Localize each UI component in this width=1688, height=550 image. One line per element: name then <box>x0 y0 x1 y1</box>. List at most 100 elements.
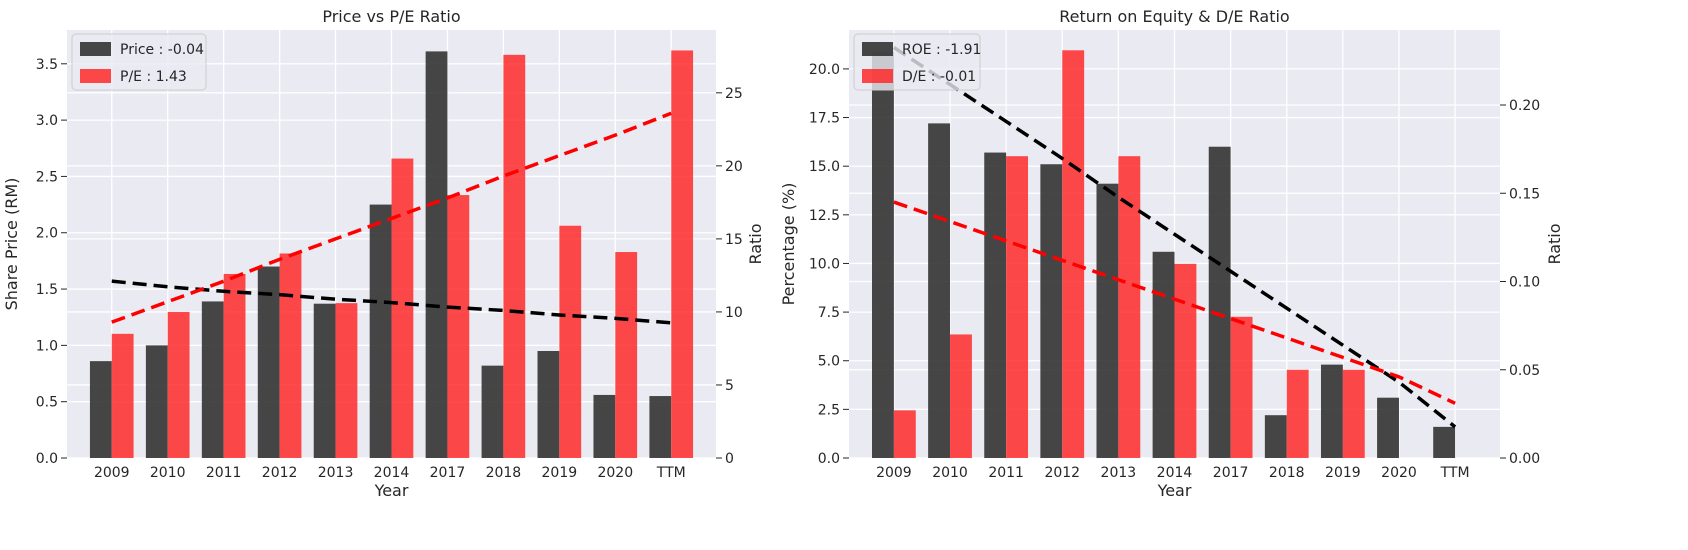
ytick-label: 7.5 <box>818 305 840 321</box>
trendline-de <box>893 200 1456 405</box>
ytick-label: 3.0 <box>36 113 58 129</box>
bar-pe-2012 <box>279 253 302 458</box>
y-axis-label: Share Price (RM) <box>2 178 21 311</box>
bar-roe-2010 <box>928 123 951 458</box>
bar-price-TTM <box>649 396 672 458</box>
xtick-label: 2010 <box>932 465 968 481</box>
bar-de-2017 <box>1230 316 1253 458</box>
trendline-roe <box>892 46 1457 429</box>
y-axis-label: Percentage (%) <box>779 183 798 306</box>
bar-price-2009 <box>89 361 112 458</box>
ytick-label: 2.0 <box>36 226 58 242</box>
legend-swatch <box>80 42 111 56</box>
ytick-label: 20.0 <box>809 62 840 78</box>
bar-pe-2011 <box>223 273 246 458</box>
xtick-label: 2018 <box>1269 465 1305 481</box>
bar-pe-2019 <box>559 225 582 458</box>
legend-swatch <box>862 42 893 56</box>
bar-pe-2017 <box>447 195 470 458</box>
bar-pe-2009 <box>111 333 134 458</box>
legend-label: P/E : 1.43 <box>120 69 187 85</box>
legend-swatch <box>862 69 893 83</box>
bar-de-2011 <box>1006 156 1029 458</box>
y2-axis-label: Ratio <box>1545 223 1564 264</box>
xtick-label: 2013 <box>1101 465 1137 481</box>
y2tick-label: 0.15 <box>1509 186 1540 202</box>
ytick-label: 1.0 <box>36 338 58 354</box>
bar-de-2010 <box>950 334 972 458</box>
y2-axis-label: Ratio <box>746 223 765 264</box>
ytick-label: 12.5 <box>809 208 840 224</box>
chart-title: Return on Equity & D/E Ratio <box>1059 7 1289 26</box>
ytick-label: 15.0 <box>809 159 840 175</box>
bar-roe-2012 <box>1040 164 1063 458</box>
bar-roe-TTM <box>1433 426 1456 458</box>
ytick-label: 0.5 <box>36 395 58 411</box>
trendline-price <box>111 279 672 325</box>
bar-pe-2014 <box>391 158 414 458</box>
legend-label: D/E : -0.01 <box>902 69 976 85</box>
legend: Price : -0.04 P/E : 1.43 <box>71 33 207 91</box>
xtick-label: 2009 <box>94 465 130 481</box>
bar-pe-2020 <box>615 252 638 458</box>
bar-price-2012 <box>257 266 280 458</box>
bar-de-2013 <box>1118 156 1141 458</box>
xtick-label: 2020 <box>1381 465 1417 481</box>
xtick-label: 2012 <box>262 465 298 481</box>
chart-title: Price vs P/E Ratio <box>322 7 460 26</box>
chart-panel-1: 0.0 0.5 1.0 1.5 2.0 2.5 3.0 3.5 0 5 10 15 20 25 2009 20… <box>2 7 765 500</box>
bar-pe-TTM <box>671 50 694 459</box>
y2tick-label: 0.05 <box>1509 363 1540 379</box>
x-axis-label: Year <box>374 481 409 500</box>
bar-roe-2009 <box>872 51 894 459</box>
bar-pe-2018 <box>503 54 526 458</box>
y2tick-label: 5 <box>725 378 734 394</box>
bar-de-2018 <box>1286 369 1309 458</box>
bar-price-2013 <box>313 303 336 458</box>
bar-roe-2013 <box>1096 183 1119 458</box>
xtick-label: 2010 <box>150 465 186 481</box>
legend-label: ROE : -1.91 <box>902 42 981 58</box>
y2tick-label: 25 <box>725 86 743 102</box>
y2tick-label: 0.10 <box>1509 275 1540 291</box>
xtick-label: 2011 <box>988 465 1024 481</box>
xtick-label: 2009 <box>876 465 912 481</box>
legend: ROE : -1.91 D/E : -0.01 <box>853 33 981 91</box>
xtick-label: 2019 <box>542 465 578 481</box>
bar-de-2012 <box>1062 50 1085 458</box>
bar-roe-2018 <box>1264 415 1287 458</box>
xtick-label: 2019 <box>1325 465 1361 481</box>
xtick-label: 2017 <box>1213 465 1249 481</box>
ytick-label: 5.0 <box>818 354 840 370</box>
chart-panel-2: 0.0 2.5 5.0 7.5 10.0 12.5 15.0 17.5 20.0 0.00 0.05… <box>779 7 1564 500</box>
bar-price-2011 <box>201 301 224 458</box>
trendline-pe <box>111 111 672 324</box>
xtick-label: TTM <box>1440 465 1470 481</box>
ytick-label: 2.5 <box>818 402 840 418</box>
bar-roe-2019 <box>1320 364 1343 458</box>
bar-de-2014 <box>1174 263 1197 458</box>
bar-price-2014 <box>369 204 392 458</box>
ytick-label: 0.0 <box>818 451 840 467</box>
ytick-label: 10.0 <box>809 256 840 272</box>
xtick-label: 2012 <box>1044 465 1080 481</box>
y2tick-label: 0 <box>725 451 734 467</box>
xtick-label: 2014 <box>1157 465 1193 481</box>
y2tick-label: 20 <box>725 159 743 175</box>
bar-price-2019 <box>537 351 560 458</box>
y2tick-label: 0.00 <box>1509 451 1540 467</box>
y2tick-label: 0.20 <box>1509 98 1540 114</box>
bar-de-2019 <box>1342 369 1365 458</box>
legend-label: Price : -0.04 <box>120 42 204 58</box>
bar-price-2010 <box>145 345 168 458</box>
y2tick-label: 10 <box>725 305 743 321</box>
xtick-label: 2014 <box>374 465 410 481</box>
bar-roe-2017 <box>1208 146 1231 458</box>
bar-roe-2011 <box>984 152 1007 458</box>
ytick-label: 1.5 <box>36 282 58 298</box>
xtick-label: 2011 <box>206 465 242 481</box>
y2tick-label: 15 <box>725 232 743 248</box>
bar-roe-2020 <box>1377 397 1399 458</box>
